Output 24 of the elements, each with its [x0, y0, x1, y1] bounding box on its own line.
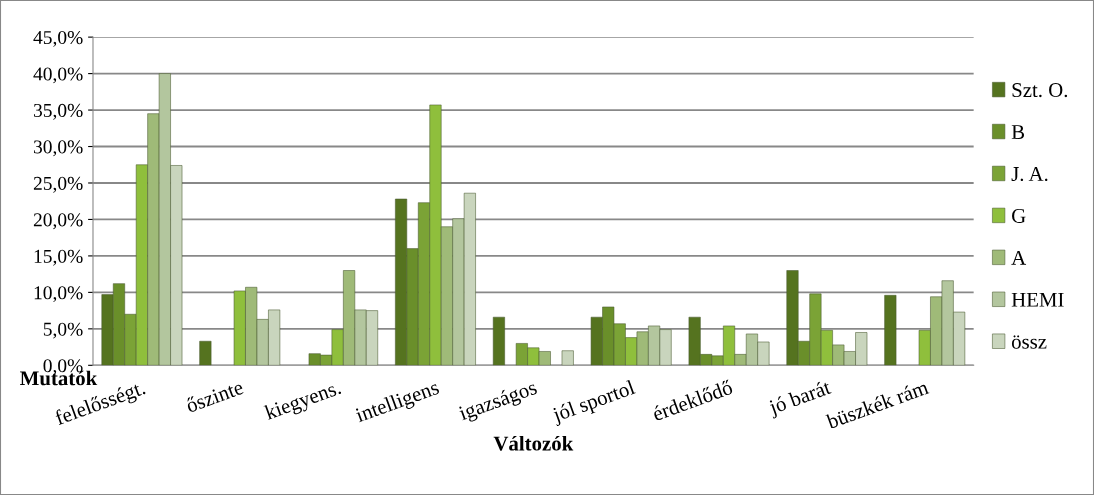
y-tick-label: 5,0%: [43, 322, 83, 339]
x-tick-label: kiegyens.: [263, 379, 343, 424]
legend-label: össz: [1011, 335, 1047, 349]
legend-label: G: [1012, 208, 1026, 223]
x-tick-label: jól sportol: [550, 379, 638, 427]
legend-label: J. A.: [1011, 167, 1048, 182]
legend-label: HEMI: [1011, 292, 1064, 307]
y-tick-label: 35,0%: [33, 103, 83, 120]
legend-label: A: [1011, 250, 1027, 265]
y-tick-label: 30,0%: [33, 140, 83, 157]
y-tick-label: 25,0%: [33, 176, 83, 193]
y-tick-label: 15,0%: [34, 249, 83, 266]
y-tick-label: 10,0%: [34, 286, 83, 303]
x-axis-title: Változók: [493, 435, 574, 451]
bar: [492, 316, 505, 366]
y-tick-label: 20,0%: [33, 213, 83, 230]
legend-label: Szt. O.: [1012, 83, 1068, 98]
bar: [561, 350, 574, 366]
bar: [884, 295, 897, 366]
legend-label: B: [1011, 125, 1025, 139]
y-tick-label: 40,0%: [33, 67, 83, 84]
bar: [199, 340, 212, 366]
y-tick-label: 45,0%: [33, 30, 83, 47]
x-tick-label: őszinte: [185, 379, 245, 413]
